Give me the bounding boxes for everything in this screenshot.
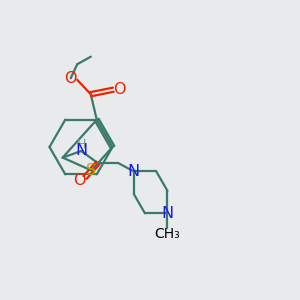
Text: O: O xyxy=(64,71,77,86)
Text: O: O xyxy=(74,173,86,188)
Text: S: S xyxy=(86,163,97,178)
Text: N: N xyxy=(161,206,174,221)
Text: H: H xyxy=(76,138,86,151)
Text: CH₃: CH₃ xyxy=(154,227,180,241)
Text: N: N xyxy=(75,143,87,158)
Text: O: O xyxy=(114,82,126,97)
Text: N: N xyxy=(128,164,140,179)
